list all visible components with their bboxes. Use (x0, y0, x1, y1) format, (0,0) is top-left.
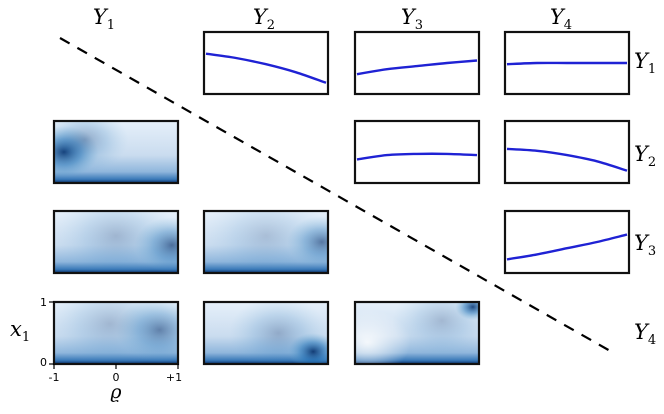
heatmap-frame-r2-c1 (52, 119, 180, 185)
heatmap-panel-r3-c1 (54, 211, 178, 273)
row-header-3: Y3 (634, 231, 656, 259)
panel-grid (49, 30, 631, 369)
diagonal-dashed-line (59, 37, 613, 353)
row-header-4: Y4 (634, 320, 656, 348)
heatmap-frame-r4-c2 (202, 300, 330, 366)
heatmap-panel-r3-c2 (204, 211, 328, 273)
heatmap-panel-r2-c1 (54, 121, 178, 183)
column-header-2: Y2 (253, 5, 275, 33)
x-tick-left: -1 (49, 371, 60, 384)
heatmap-frame-r3-c1 (52, 209, 180, 275)
heatmap-panel-r4-c3 (355, 302, 479, 364)
column-header-3: Y3 (401, 5, 423, 33)
x-axis-label: ϱ (110, 381, 122, 403)
trend-curve-r2-c4 (506, 147, 628, 172)
y-tick-top: 1 (40, 296, 47, 309)
y-axis-label: x1 (10, 317, 30, 345)
y-tick-bottom: 0 (40, 356, 47, 369)
line-panel-r2-c4 (503, 119, 631, 185)
heatmap-frame-r3-c2 (202, 209, 330, 275)
trend-curve-r1-c2 (205, 52, 327, 84)
column-header-1: Y1 (93, 5, 115, 33)
line-panel-r3-c4 (503, 209, 631, 275)
row-header-1: Y1 (634, 49, 656, 77)
row-header-2: Y2 (634, 142, 656, 170)
heatmap-frame-r4-c3 (353, 300, 481, 366)
trend-curve-r3-c4 (506, 233, 628, 261)
x-tick-right: +1 (166, 371, 182, 384)
heatmap-panel-r4-c1 (54, 302, 178, 364)
heatmap-panel-r4-c2 (204, 302, 328, 364)
trend-curve-r1-c3 (356, 59, 478, 76)
column-header-4: Y4 (550, 5, 572, 33)
line-panel-r2-c3 (353, 119, 481, 185)
x-tick-middle: 0 (113, 371, 120, 384)
trend-curve-r2-c3 (356, 152, 478, 161)
trend-curve-r1-c4 (506, 61, 627, 66)
